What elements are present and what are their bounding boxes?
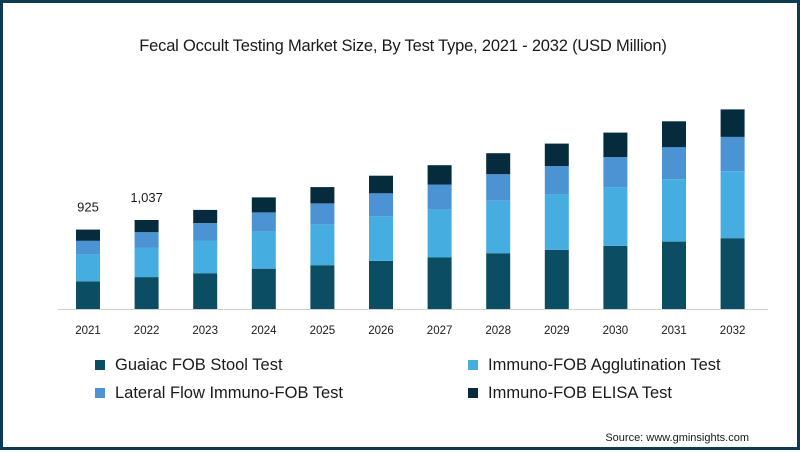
bar-2026-series-1 — [369, 216, 393, 261]
bar-2030-series-2 — [603, 157, 628, 188]
bar-2030-series-0 — [603, 245, 628, 309]
bar-2032-series-2 — [720, 136, 745, 172]
x-tick-label-2032: 2032 — [720, 325, 746, 337]
bar-2024-series-3 — [251, 197, 276, 213]
x-tick-label-2029: 2029 — [544, 325, 570, 337]
x-tick-label-2031: 2031 — [661, 325, 687, 337]
data-label-2022: 1,037 — [130, 190, 163, 205]
legend-label-agglutination: Immuno-FOB Agglutination Test — [488, 355, 721, 374]
legend-swatch-elisa — [468, 388, 478, 398]
bar-2028-series-0 — [486, 253, 511, 309]
x-tick-label-2024: 2024 — [251, 325, 277, 337]
bar-2031-series-3 — [662, 121, 686, 148]
bar-2031-series-1 — [662, 179, 686, 242]
bar-2026-series-3 — [369, 175, 393, 194]
bar-2021-series-3 — [76, 229, 100, 241]
bar-2031-series-2 — [662, 147, 686, 180]
bar-2027-series-1 — [427, 209, 452, 258]
bar-2022-series-2 — [134, 232, 159, 248]
bar-2032-series-0 — [720, 238, 745, 309]
chart-title: Fecal Occult Testing Market Size, By Tes… — [139, 37, 667, 55]
bar-2029-series-0 — [544, 249, 569, 309]
bar-2027-series-2 — [427, 184, 452, 210]
bar-2028-series-3 — [486, 153, 511, 175]
bar-2031-series-0 — [662, 241, 686, 309]
x-tick-label-2022: 2022 — [134, 325, 160, 337]
bar-2029-series-1 — [544, 194, 569, 250]
legend-label-lateral-flow: Lateral Flow Immuno-FOB Test — [115, 383, 344, 402]
bar-2021-series-0 — [76, 281, 100, 309]
bar-2022-series-0 — [134, 277, 159, 309]
legend-label-guaiac: Guaiac FOB Stool Test — [115, 355, 283, 374]
legend-item-guaiac: Guaiac FOB Stool Test — [95, 355, 283, 375]
legend-item-elisa: Immuno-FOB ELISA Test — [468, 383, 672, 403]
legend-swatch-agglutination — [468, 360, 478, 370]
bar-2027-series-0 — [427, 257, 452, 309]
bar-2028-series-1 — [486, 200, 511, 254]
bar-2026-series-0 — [369, 260, 393, 309]
bar-2022-series-3 — [134, 220, 159, 233]
bar-2024-series-0 — [251, 268, 276, 309]
bar-2023-series-1 — [193, 240, 218, 274]
bar-2028-series-2 — [486, 174, 511, 201]
x-tick-label-2028: 2028 — [485, 325, 511, 337]
bar-2023-series-3 — [193, 209, 218, 224]
x-tick-label-2023: 2023 — [192, 325, 218, 337]
x-tick-label-2026: 2026 — [368, 325, 394, 337]
bar-2025-series-2 — [310, 203, 335, 225]
legend-label-elisa: Immuno-FOB ELISA Test — [488, 383, 673, 402]
bar-2021-series-1 — [76, 254, 100, 282]
bar-2022-series-1 — [134, 247, 159, 278]
stacked-bar-chart: 2021 2022 2023 2024 2025 2026 2027 2028 2029 2030… — [58, 109, 768, 337]
x-tick-label-2021: 2021 — [75, 325, 101, 337]
bar-2021-series-2 — [76, 240, 100, 255]
bar-2029-series-2 — [544, 166, 569, 195]
x-tick-label-2030: 2030 — [603, 325, 629, 337]
bar-2030-series-1 — [603, 187, 628, 246]
source-note: Source: www.gminsights.com — [605, 432, 749, 444]
bar-2023-series-0 — [193, 273, 218, 309]
legend-item-agglutination: Immuno-FOB Agglutination Test — [468, 355, 721, 375]
data-label-2021: 925 — [77, 200, 99, 215]
bar-2026-series-2 — [369, 193, 393, 217]
bar-2024-series-2 — [251, 212, 276, 232]
bar-2032-series-1 — [720, 171, 745, 239]
bar-2030-series-3 — [603, 132, 628, 158]
bar-2027-series-3 — [427, 165, 452, 185]
bar-2024-series-1 — [251, 231, 276, 269]
bar-2025-series-3 — [310, 187, 335, 204]
bar-2032-series-3 — [720, 109, 745, 137]
legend-swatch-guaiac — [95, 360, 105, 370]
bar-2025-series-0 — [310, 265, 335, 309]
bar-2023-series-2 — [193, 223, 218, 241]
bar-2025-series-1 — [310, 224, 335, 266]
legend-swatch-lateral-flow — [95, 388, 105, 398]
x-tick-label-2027: 2027 — [427, 325, 453, 337]
x-tick-label-2025: 2025 — [310, 325, 336, 337]
legend-item-lateral-flow: Lateral Flow Immuno-FOB Test — [95, 383, 343, 403]
bar-2029-series-3 — [544, 143, 569, 167]
